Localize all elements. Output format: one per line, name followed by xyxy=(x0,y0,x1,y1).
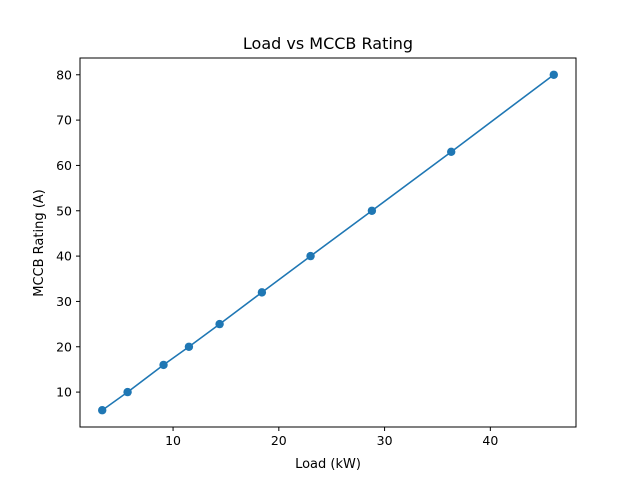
data-point-0-5 xyxy=(257,288,267,297)
data-point-0-6 xyxy=(306,251,315,261)
y-tick-label-3: 40 xyxy=(56,249,72,264)
chart-title: Load vs MCCB Rating xyxy=(243,34,413,53)
data-point-0-7 xyxy=(367,206,377,215)
data-point-0-4 xyxy=(215,319,224,329)
series-line-0 xyxy=(101,74,555,411)
data-point-0-1 xyxy=(123,387,132,397)
data-point-0-0 xyxy=(98,406,107,415)
x-tick-label-3: 40 xyxy=(482,433,498,448)
y-tick-label-0: 10 xyxy=(56,385,72,400)
data-point-0-3 xyxy=(184,342,194,351)
data-point-0-8 xyxy=(447,147,456,157)
x-tick-label-2: 30 xyxy=(377,433,393,448)
y-tick-label-7: 80 xyxy=(56,67,72,82)
x-axis-label: Load (kW) xyxy=(295,457,361,472)
x-tick-label-0: 10 xyxy=(165,433,181,448)
y-axis-label: MCCB Rating (A) xyxy=(32,189,47,297)
data-point-0-2 xyxy=(159,360,168,370)
y-tick-label-1: 20 xyxy=(56,339,72,354)
plot-frame xyxy=(79,57,577,428)
y-tick-label-5: 60 xyxy=(56,158,72,173)
axes: 10 20 30 40 10 20 30 40 50 60 70 80 xyxy=(56,57,577,448)
y-tick-label-4: 50 xyxy=(56,203,72,218)
x-tick-label-1: 20 xyxy=(271,433,287,448)
y-tick-label-6: 70 xyxy=(56,113,72,128)
data-point-0-9 xyxy=(549,70,558,79)
plot-area xyxy=(98,70,558,415)
y-tick-label-2: 30 xyxy=(56,294,72,309)
